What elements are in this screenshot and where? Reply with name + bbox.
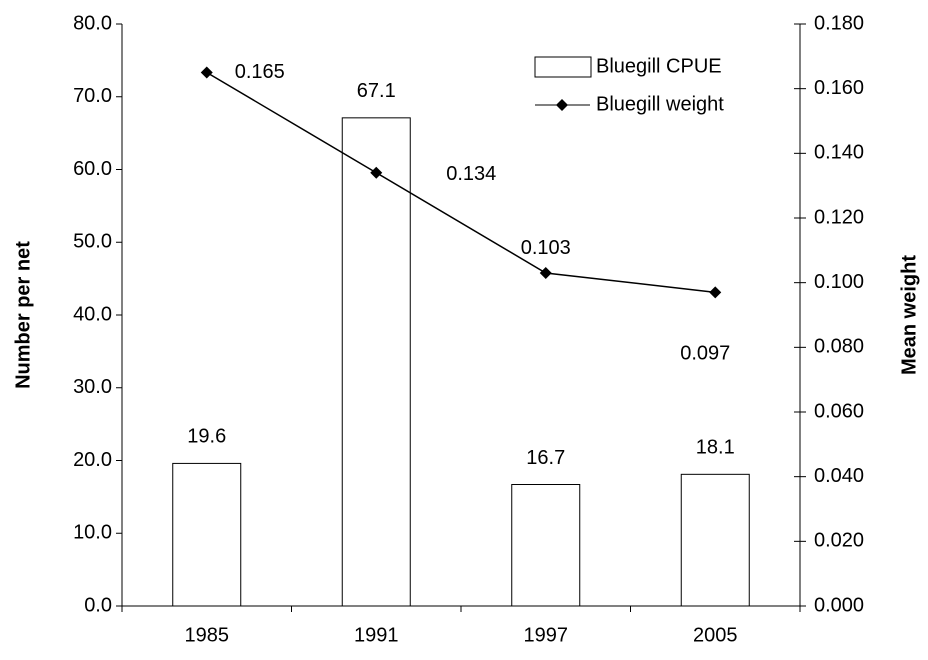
y-axis-title: Number per net xyxy=(12,241,34,389)
y2-tick-label: 0.180 xyxy=(814,12,864,34)
legend-swatch xyxy=(534,56,592,78)
marker xyxy=(200,66,213,79)
y2-tick-label: 0.140 xyxy=(814,142,864,164)
bar-value-label: 67.1 xyxy=(357,80,396,102)
x-tick-label: 1985 xyxy=(185,624,230,646)
line-value-label: 0.103 xyxy=(521,237,571,259)
bar-value-label: 18.1 xyxy=(696,437,735,459)
legend-label: Bluegill CPUE xyxy=(596,55,722,77)
x-tick-label: 1991 xyxy=(354,624,399,646)
y-tick-label: 50.0 xyxy=(73,231,112,253)
line xyxy=(206,71,716,294)
line-value-label: 0.134 xyxy=(446,163,496,185)
x-tick-label: 2005 xyxy=(693,624,738,646)
y-tick-label: 20.0 xyxy=(73,449,112,471)
y2-tick-label: 0.100 xyxy=(814,271,864,293)
bar xyxy=(511,484,581,607)
y2-tick-label: 0.120 xyxy=(814,206,864,228)
y2-tick-label: 0.000 xyxy=(814,594,864,616)
marker xyxy=(370,166,383,179)
y2-tick-label: 0.020 xyxy=(814,530,864,552)
bar xyxy=(341,117,411,607)
bar xyxy=(172,462,242,607)
marker xyxy=(709,286,722,299)
line-value-label: 0.097 xyxy=(680,343,730,365)
y-tick-label: 40.0 xyxy=(73,303,112,325)
legend-marker xyxy=(556,99,568,111)
line-value-label: 0.165 xyxy=(235,61,285,83)
y2-tick-label: 0.040 xyxy=(814,465,864,487)
y-tick-label: 0.0 xyxy=(84,594,112,616)
bar xyxy=(680,473,750,607)
y2-tick-label: 0.080 xyxy=(814,336,864,358)
y-tick-label: 60.0 xyxy=(73,158,112,180)
marker xyxy=(539,266,552,279)
y-tick-label: 70.0 xyxy=(73,85,112,107)
y2-tick-label: 0.160 xyxy=(814,77,864,99)
y-tick-label: 10.0 xyxy=(73,522,112,544)
y2-axis-title: Mean weight xyxy=(898,255,920,375)
x-tick-label: 1997 xyxy=(524,624,569,646)
bar-value-label: 16.7 xyxy=(526,447,565,469)
y2-tick-label: 0.060 xyxy=(814,400,864,422)
bar-value-label: 19.6 xyxy=(187,426,226,448)
y-tick-label: 30.0 xyxy=(73,376,112,398)
y-tick-label: 80.0 xyxy=(73,12,112,34)
legend-label: Bluegill weight xyxy=(596,93,724,115)
